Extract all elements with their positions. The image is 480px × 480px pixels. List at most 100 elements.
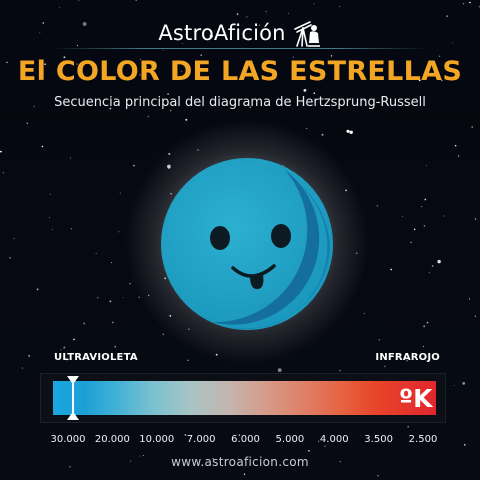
- background-star: [76, 44, 79, 47]
- background-star: [330, 55, 333, 57]
- background-star: [212, 458, 214, 460]
- background-star: [346, 129, 350, 133]
- background-star: [76, 63, 78, 65]
- background-star: [265, 10, 267, 13]
- background-star: [292, 56, 294, 58]
- background-star: [454, 144, 457, 147]
- background-star: [238, 434, 241, 436]
- background-star: [426, 321, 429, 324]
- background-star: [162, 49, 164, 51]
- tick-label: 3.500: [364, 434, 393, 445]
- background-star: [2, 172, 5, 174]
- background-star: [443, 215, 445, 217]
- background-star: [423, 325, 426, 328]
- background-star: [321, 133, 324, 136]
- background-star: [129, 283, 131, 285]
- background-star: [118, 231, 120, 233]
- tick-label: 7.000: [186, 434, 216, 445]
- brand-name: AstroAfición: [158, 21, 286, 45]
- background-star: [364, 99, 366, 102]
- background-star: [147, 115, 150, 118]
- background-star: [246, 16, 248, 18]
- background-star: [453, 384, 455, 386]
- background-star: [410, 241, 412, 244]
- background-star: [339, 369, 341, 372]
- background-star: [187, 359, 189, 361]
- background-star: [463, 444, 466, 446]
- background-star: [383, 365, 386, 368]
- background-star: [287, 12, 289, 14]
- background-star: [60, 349, 62, 351]
- background-star: [200, 54, 202, 56]
- background-star: [42, 22, 45, 24]
- background-star: [363, 312, 365, 314]
- tick-label: 30.000: [50, 434, 86, 445]
- background-star: [95, 252, 97, 254]
- background-star: [140, 58, 142, 60]
- background-star: [66, 360, 68, 362]
- background-star: [303, 89, 307, 92]
- background-star: [169, 109, 172, 112]
- background-star: [243, 473, 246, 475]
- background-star: [308, 450, 310, 452]
- background-star: [378, 338, 381, 341]
- background-star: [438, 55, 441, 58]
- background-star: [425, 164, 427, 166]
- brand-logo: AstroAfición: [0, 18, 480, 48]
- background-star: [181, 42, 184, 44]
- ultraviolet-label: ULTRAVIOLETA: [54, 352, 138, 363]
- background-star: [324, 445, 326, 447]
- background-star: [184, 433, 187, 436]
- background-star: [418, 79, 421, 82]
- background-star: [111, 262, 113, 264]
- background-star: [236, 24, 238, 26]
- background-star: [306, 128, 308, 130]
- background-star: [462, 2, 465, 5]
- background-star: [135, 0, 138, 1]
- background-star: [82, 22, 87, 26]
- background-star: [349, 130, 353, 135]
- telescope-astronomer-icon: [293, 21, 320, 47]
- page-subtitle: Secuencia principal del diagrama de Hert…: [54, 95, 426, 110]
- temperature-unit: ºK: [399, 384, 433, 413]
- background-star: [109, 107, 112, 110]
- background-star: [424, 198, 427, 201]
- background-star: [83, 322, 86, 325]
- background-star: [129, 460, 132, 462]
- background-star: [413, 228, 416, 231]
- background-star: [185, 118, 188, 121]
- background-star: [112, 321, 114, 324]
- background-star: [26, 122, 29, 125]
- background-star: [423, 225, 426, 227]
- background-star: [390, 268, 393, 271]
- background-star: [70, 157, 72, 159]
- temperature-slider-marker[interactable]: [64, 374, 82, 422]
- background-star: [249, 106, 252, 109]
- background-star: [110, 354, 113, 357]
- background-star: [407, 425, 410, 428]
- background-star: [21, 367, 23, 369]
- background-star: [236, 13, 239, 15]
- background-star: [49, 193, 51, 196]
- background-star: [28, 355, 30, 357]
- background-star: [70, 228, 73, 230]
- background-star: [119, 192, 121, 194]
- background-star: [36, 288, 39, 291]
- temperature-color-bar: [53, 381, 436, 415]
- background-star: [474, 315, 477, 318]
- tick-label: 10.000: [139, 434, 175, 445]
- website-link[interactable]: www.astroaficion.com: [171, 455, 309, 469]
- background-star: [313, 3, 315, 5]
- background-star: [431, 265, 434, 267]
- background-star: [242, 36, 244, 39]
- background-star: [355, 62, 358, 65]
- background-star: [377, 475, 379, 477]
- background-star: [469, 298, 471, 300]
- background-star: [109, 300, 112, 303]
- background-star: [78, 0, 80, 1]
- background-star: [79, 70, 81, 72]
- header-divider: [52, 48, 428, 49]
- tick-label: 6.000: [231, 434, 260, 445]
- background-star: [474, 218, 477, 220]
- background-star: [428, 272, 430, 274]
